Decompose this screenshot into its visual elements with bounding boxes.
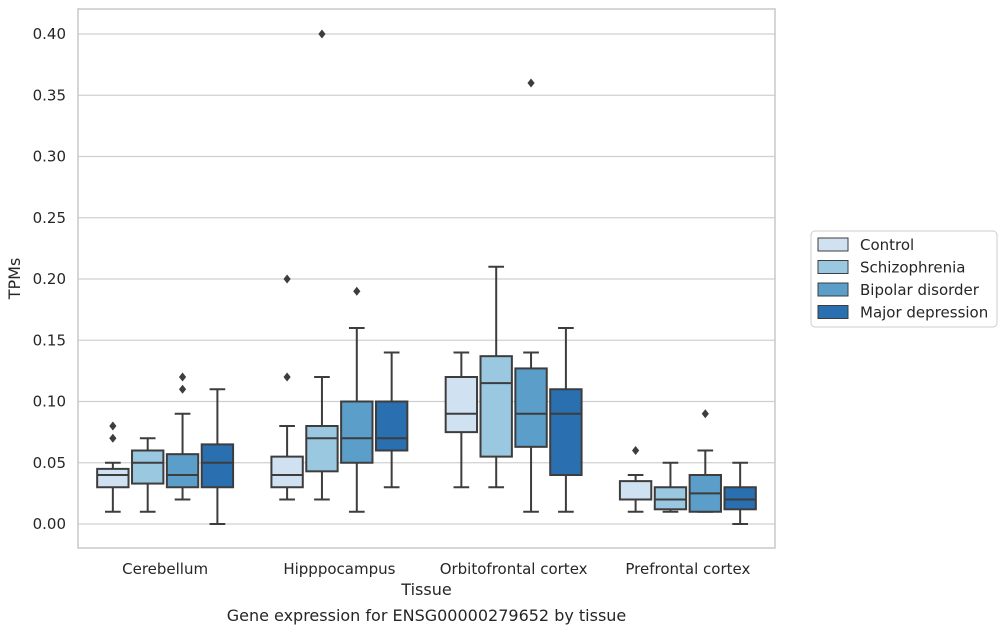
box-body <box>618 480 653 501</box>
y-tick-label: 0.10 <box>33 393 66 411</box>
plot-boxes <box>96 29 757 525</box>
box-body <box>200 443 235 489</box>
legend-swatch <box>817 305 849 319</box>
box-body <box>444 376 479 434</box>
box-control <box>96 421 130 513</box>
box-control <box>618 446 653 513</box>
x-tick-label: Cerebellum <box>122 560 208 578</box>
outlier-point <box>527 78 535 88</box>
box-schizophrenia <box>305 29 339 501</box>
box-bipolar-disorder <box>340 286 374 513</box>
x-tick-label: Orbitofrontal cortex <box>440 560 588 578</box>
legend-swatch <box>817 282 849 297</box>
box-schizophrenia <box>479 265 513 489</box>
outlier-point <box>109 433 117 443</box>
x-tick-labels: Cerebellum Hipppocampus Orbitofrontal cort… <box>122 560 750 578</box>
y-tick-labels: 0.00 0.05 0.10 0.15 0.20 0.25 0.30 0.35 0.40 <box>33 25 66 533</box>
box-body <box>374 400 409 452</box>
plot-frame <box>77 8 776 549</box>
box-bipolar-disorder <box>165 372 200 501</box>
box-body <box>305 425 339 473</box>
box-major-depression <box>549 327 583 513</box>
box-body <box>514 367 548 448</box>
box-major-depression <box>723 461 757 525</box>
box-body <box>479 355 513 458</box>
x-axis-title: Tissue <box>400 580 451 599</box>
outlier-point <box>632 446 640 455</box>
y-tick-label: 0.25 <box>33 209 66 227</box>
outlier-point <box>283 372 291 382</box>
box-major-depression <box>200 388 235 525</box>
box-bipolar-disorder <box>514 78 548 513</box>
box-body <box>340 400 374 464</box>
legend-swatch <box>817 260 849 274</box>
y-tick-label: 0.20 <box>33 270 66 288</box>
box-control <box>444 351 479 489</box>
legend: Control Schizophrenia Bipolar disorder Majo… <box>810 230 998 328</box>
y-tick-label: 0.15 <box>33 331 66 349</box>
y-tick-label: 0.00 <box>33 515 66 533</box>
box-body <box>96 467 130 489</box>
box-major-depression <box>374 351 409 489</box>
box-schizophrenia <box>131 437 165 513</box>
outlier-point <box>178 372 187 382</box>
outlier-point <box>283 274 291 284</box>
box-body <box>653 486 688 511</box>
y-tick-label: 0.30 <box>33 148 66 166</box>
y-tick-label: 0.35 <box>33 86 66 104</box>
outlier-point <box>353 286 361 296</box>
box-body <box>270 455 304 489</box>
x-tick-label: Hipppocampus <box>283 560 395 578</box>
legend-label: Major depression <box>860 304 988 322</box>
outlier-point <box>178 384 187 394</box>
outlier-point <box>109 421 117 431</box>
legend-swatch <box>817 237 849 252</box>
chart-caption: Gene expression for ENSG00000279652 by t… <box>227 606 627 625</box>
legend-label: Control <box>860 236 914 254</box>
box-body <box>131 449 165 485</box>
y-axis-title: TPMs <box>5 258 24 301</box>
outlier-point <box>701 409 709 419</box>
box-body <box>549 388 583 476</box>
box-bipolar-disorder <box>688 409 722 513</box>
legend-label: Schizophrenia <box>860 259 965 277</box>
x-tick-label: Prefrontal cortex <box>625 560 750 578</box>
box-control <box>270 274 304 501</box>
box-body <box>723 486 757 511</box>
box-body <box>165 453 200 489</box>
legend-label: Bipolar disorder <box>860 281 980 299</box>
y-tick-label: 0.05 <box>33 454 66 472</box>
legend-frame <box>810 230 998 328</box>
box-schizophrenia <box>653 461 688 513</box>
outlier-point <box>318 29 326 39</box>
y-tick-label: 0.40 <box>33 25 66 43</box>
